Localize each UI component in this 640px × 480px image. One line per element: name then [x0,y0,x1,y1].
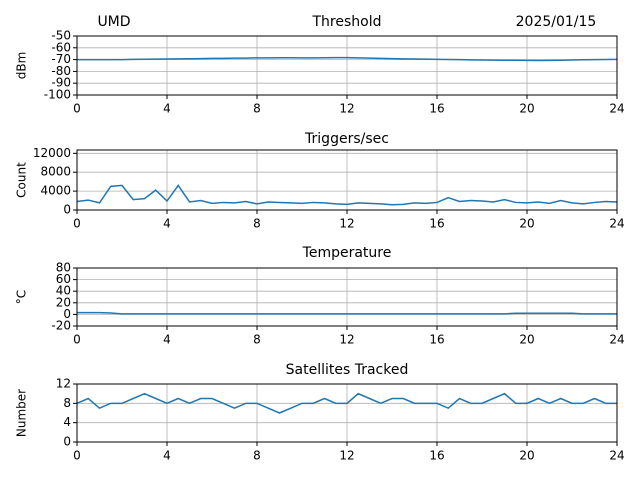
x-tick-label: 16 [429,102,444,116]
x-tick-label: 4 [163,102,171,116]
x-tick-label: 24 [609,217,624,231]
y-axis-label: Count [15,162,29,198]
plot-frame [76,383,618,443]
y-tick-label: 12 [56,377,71,391]
x-tick-label: 8 [253,102,261,116]
y-tick-label: -50 [51,29,71,43]
x-tick-label: 0 [73,217,81,231]
x-tick-label: 0 [73,449,81,463]
y-tick-label: 0 [63,307,71,321]
annotation: 2025/01/15 [516,14,597,30]
chart-title: Threshold [312,14,382,30]
x-tick-label: 12 [339,217,354,231]
x-tick-label: 24 [609,102,624,116]
x-tick-label: 16 [429,333,444,347]
annotation: UMD [97,14,130,30]
x-tick-label: 12 [339,333,354,347]
y-tick-label: -80 [51,64,71,78]
data-line [76,392,617,414]
x-tick-label: 12 [339,102,354,116]
y-tick-label: 0 [63,203,71,217]
y-tick-label: 4000 [40,184,71,198]
y-tick-label: 12000 [33,146,71,160]
x-tick-label: 20 [519,449,534,463]
chart-title: Triggers/sec [304,131,389,147]
y-tick-label: 40 [56,284,71,298]
x-tick-label: 20 [519,217,534,231]
plot-frame [76,267,618,327]
x-tick-label: 24 [609,449,624,463]
x-tick-label: 16 [429,217,444,231]
x-tick-label: 12 [339,449,354,463]
y-tick-label: -20 [51,319,71,333]
y-axis-label: dBm [15,52,29,80]
x-tick-label: 4 [163,217,171,231]
y-tick-label: -60 [51,40,71,54]
y-axis-label: Number [15,389,29,437]
x-tick-label: 16 [429,449,444,463]
plot-frame [76,149,618,211]
y-tick-label: 8000 [40,165,71,179]
chart-title: Temperature [302,245,392,261]
data-line [77,311,617,315]
y-tick-label: -100 [44,88,71,102]
x-tick-label: 0 [73,102,81,116]
y-axis-label: °C [15,290,29,304]
x-tick-label: 4 [163,449,171,463]
x-tick-label: 0 [73,333,81,347]
y-tick-label: -90 [51,76,71,90]
x-tick-label: 20 [519,102,534,116]
y-tick-label: -70 [51,52,71,66]
data-line [76,184,618,206]
x-tick-label: 20 [519,333,534,347]
y-tick-label: 20 [56,295,71,309]
chart-title: Satellites Tracked [286,362,409,378]
y-tick-label: 8 [63,396,71,410]
x-tick-label: 4 [163,333,171,347]
x-tick-label: 8 [253,217,261,231]
y-tick-label: 60 [56,272,71,286]
y-tick-label: 0 [63,435,71,449]
plot-frame [76,35,618,96]
x-tick-label: 24 [609,333,624,347]
data-line [77,56,618,62]
y-tick-label: 4 [63,415,71,429]
x-tick-label: 8 [253,333,261,347]
x-tick-label: 8 [253,449,261,463]
y-tick-label: 80 [56,261,71,275]
